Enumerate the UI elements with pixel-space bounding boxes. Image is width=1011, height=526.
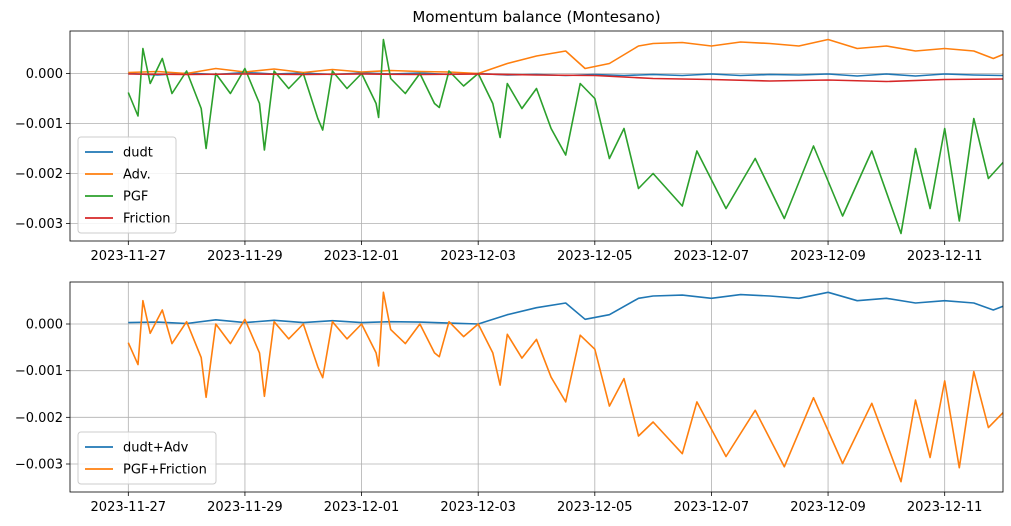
series-line-dudt-adv: [128, 291, 1003, 325]
y-tick-label: −0.001: [15, 364, 63, 379]
series-line-friction: [128, 73, 1003, 83]
legend: dudt+Adv PGF+Friction: [77, 431, 217, 485]
x-tick-label: 2023-11-27: [91, 500, 167, 515]
axes-frame: [69, 281, 1004, 493]
y-tick-label: 0.000: [26, 67, 63, 82]
x-tick-label: 2023-11-29: [207, 500, 283, 515]
legend-label: dudt+Adv: [123, 441, 189, 456]
x-tick-label: 2023-11-27: [91, 249, 167, 264]
series-line-pgf: [127, 38, 1003, 235]
legend-box: [77, 136, 177, 234]
chart-panel-2: 2023-11-27 2023-11-29 2023-12-01 2023-12-03…: [15, 281, 1004, 515]
y-tick-label: −0.001: [15, 117, 63, 132]
legend-label: PGF: [123, 190, 148, 205]
x-tick-label: 2023-12-11: [907, 500, 983, 515]
x-tick-label: 2023-12-01: [324, 249, 400, 264]
x-tick-label: 2023-12-01: [324, 500, 400, 515]
x-tick-label: 2023-12-05: [557, 249, 633, 264]
legend-label: dudt: [123, 146, 153, 161]
y-tick-label: −0.003: [15, 458, 63, 473]
legend-label: Adv.: [123, 168, 151, 183]
series-line-pgf-friction: [127, 291, 1003, 483]
y-tick-label: −0.003: [15, 217, 63, 232]
x-tick-label: 2023-12-09: [790, 249, 866, 264]
x-tick-label: 2023-12-07: [674, 500, 750, 515]
y-tick-label: −0.002: [15, 167, 63, 182]
legend: dudt Adv. PGF Friction: [77, 136, 177, 234]
chart-panel-1: 2023-11-27 2023-11-29 2023-12-01 2023-12-03…: [15, 8, 1004, 264]
x-tick-label: 2023-12-11: [907, 249, 983, 264]
legend-label: Friction: [123, 212, 171, 227]
chart-title: Momentum balance (Montesano): [412, 8, 660, 26]
x-tick-label: 2023-12-05: [557, 500, 633, 515]
axes-frame: [69, 30, 1004, 242]
series-line-adv: [128, 38, 1003, 75]
y-tick-label: 0.000: [26, 318, 63, 333]
y-tick-label: −0.002: [15, 411, 63, 426]
x-tick-label: 2023-12-07: [674, 249, 750, 264]
legend-box: [77, 431, 217, 485]
x-tick-label: 2023-11-29: [207, 249, 283, 264]
x-tick-label: 2023-12-03: [440, 500, 516, 515]
x-tick-label: 2023-12-03: [440, 249, 516, 264]
legend-label: PGF+Friction: [123, 463, 207, 478]
x-tick-label: 2023-12-09: [790, 500, 866, 515]
